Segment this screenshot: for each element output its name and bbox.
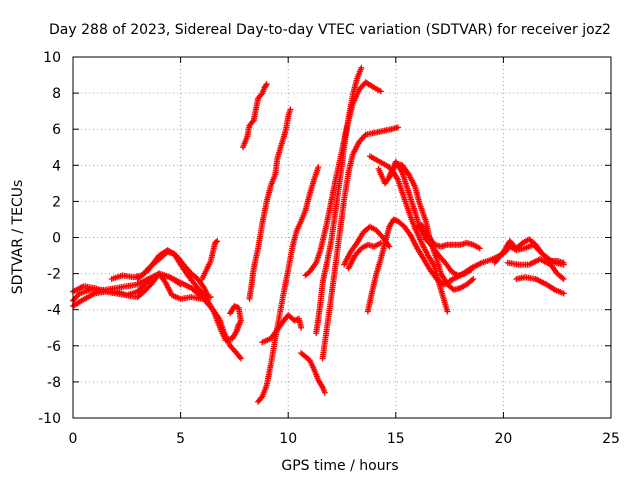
series-sat-12 [298, 350, 328, 396]
y-tick-label: -6 [47, 339, 61, 355]
data-point [444, 308, 451, 315]
x-axis-label: GPS time / hours [281, 458, 398, 474]
data-point [205, 294, 212, 301]
data-point [298, 324, 305, 331]
data-point [315, 164, 322, 171]
series-sat-15 [319, 124, 401, 362]
series-sat-11 [259, 312, 305, 346]
x-tick-label: 20 [494, 431, 512, 447]
data-point [233, 328, 240, 335]
y-tick-label: 8 [52, 86, 61, 102]
series-sat-26 [513, 274, 567, 297]
x-tick-label: 0 [69, 431, 78, 447]
data-point [321, 389, 328, 396]
y-tick-label: 10 [43, 50, 61, 66]
data-point [468, 277, 475, 284]
data-point [560, 290, 567, 297]
chart-title: Day 288 of 2023, Sidereal Day-to-day VTE… [49, 22, 611, 38]
data-point [560, 261, 567, 268]
series-sat-24 [491, 236, 567, 268]
series-sat-17 [345, 239, 384, 272]
y-tick-label: 0 [52, 231, 61, 247]
data-point [263, 81, 270, 88]
y-tick-label: -4 [47, 303, 61, 319]
series-sat-01 [70, 270, 244, 362]
y-tick-label: 2 [52, 194, 61, 210]
grid [73, 57, 611, 418]
series-sat-25 [504, 256, 567, 283]
data-point [358, 64, 365, 71]
series-sat-06 [199, 238, 221, 283]
x-tick-label: 15 [387, 431, 405, 447]
data-point [377, 88, 384, 95]
data-point [213, 239, 220, 246]
data-point [394, 124, 401, 131]
data-point [214, 238, 221, 245]
data-point [262, 82, 269, 89]
x-tick-label: 10 [279, 431, 297, 447]
y-tick-label: -2 [47, 267, 61, 283]
series-sat-09 [246, 106, 294, 302]
data-point [177, 281, 184, 288]
series-sat-08 [240, 81, 270, 151]
series-sat-19 [366, 153, 451, 315]
y-axis-label: SDTVAR / TECUs [10, 180, 26, 295]
data-point [287, 106, 294, 113]
x-tick-label: 5 [176, 431, 185, 447]
data-point [476, 245, 483, 252]
data-point [560, 276, 567, 283]
series-sat-14 [313, 64, 365, 337]
y-tick-label: 4 [52, 158, 61, 174]
y-tick-label: -10 [38, 411, 61, 427]
data-point [237, 355, 244, 362]
axis-ticks: 0 5 10 15 20 25 -10 -8 -6 -4 -2 0 2 4 6 8 10 [38, 50, 620, 447]
y-tick-label: 6 [52, 122, 61, 138]
series-sat-05 [134, 247, 212, 301]
series-sat-07 [227, 303, 244, 335]
plot-series [70, 64, 567, 405]
x-tick-label: 25 [602, 431, 620, 447]
data-point [559, 274, 566, 281]
series-sat-22 [412, 221, 483, 252]
y-tick-label: -8 [47, 375, 61, 391]
data-point [386, 243, 393, 250]
data-point [470, 276, 477, 283]
